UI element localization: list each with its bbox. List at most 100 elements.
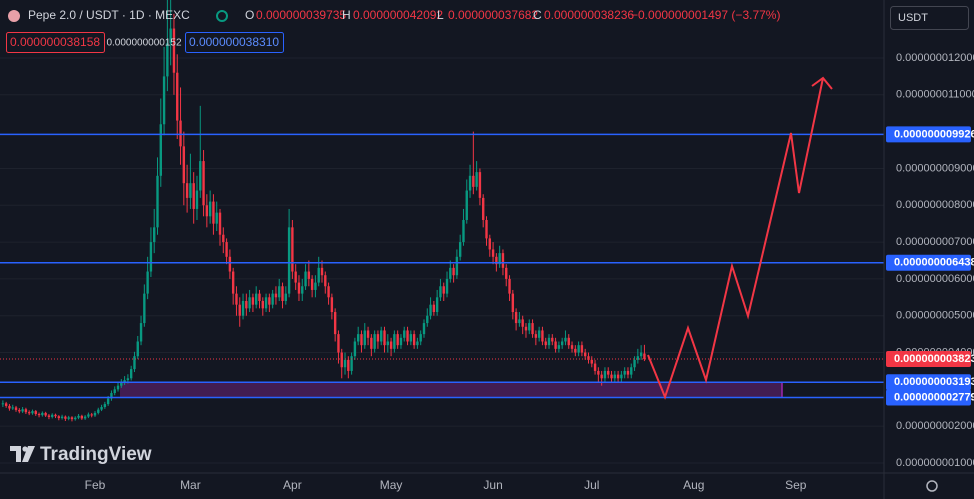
- candle-body: [353, 341, 357, 357]
- ohlc-key: O: [245, 8, 254, 22]
- candle-body: [593, 363, 597, 371]
- candle-body: [205, 205, 209, 217]
- ohlc-key: C: [533, 8, 542, 22]
- candle-body: [83, 416, 87, 419]
- candle-body: [567, 337, 570, 346]
- candle-body: [159, 124, 162, 176]
- candle-body: [501, 253, 505, 268]
- candle-body: [11, 407, 14, 409]
- candle-body: [449, 267, 452, 279]
- candle-body: [610, 374, 613, 379]
- candle-body: [41, 412, 44, 416]
- candle-body: [235, 293, 238, 305]
- candle-body: [620, 374, 623, 379]
- candle-body: [380, 330, 383, 342]
- candle-body: [333, 312, 337, 335]
- candle-body: [271, 293, 274, 305]
- x-tick-label: Aug: [683, 478, 704, 492]
- candle-body: [373, 334, 376, 349]
- buy-price[interactable]: 0.000000038310: [189, 35, 279, 49]
- candle-body: [574, 348, 577, 353]
- currency-select[interactable]: [890, 6, 969, 30]
- candle-body: [120, 381, 123, 386]
- candle-body: [44, 412, 47, 416]
- candle-body: [47, 415, 51, 417]
- candle-body: [363, 330, 366, 346]
- candle-body: [399, 337, 403, 346]
- candle-body: [505, 267, 508, 279]
- candle-body: [97, 409, 100, 413]
- y-tick-label: 0.0000000020000: [896, 420, 974, 432]
- candle-body: [218, 212, 222, 235]
- projection-arrow: [647, 76, 833, 400]
- candle-body: [4, 403, 8, 406]
- candle-body: [445, 278, 449, 294]
- candle-body: [439, 286, 442, 298]
- candle-body: [116, 385, 120, 390]
- y-tick-label: 0.0000000010000: [896, 457, 974, 469]
- candle-body: [537, 330, 541, 338]
- sell-button[interactable]: [6, 32, 105, 53]
- level-label: 0.0000000027792: [894, 391, 974, 403]
- candle-body: [21, 409, 24, 412]
- candle-body: [570, 345, 574, 349]
- y-tick-label: 0.0000000050000: [896, 310, 974, 322]
- logo-mark: [10, 446, 21, 462]
- candle-body: [176, 72, 179, 121]
- candle-body: [123, 380, 126, 382]
- candle-body: [590, 359, 593, 364]
- candle-body: [129, 369, 133, 379]
- candle-body: [179, 120, 182, 147]
- candle-body: [255, 293, 258, 305]
- candle-body: [462, 219, 465, 243]
- candle-body: [495, 256, 498, 265]
- candle-body: [498, 253, 501, 265]
- buy-button[interactable]: [185, 32, 284, 53]
- candle-body: [347, 359, 350, 371]
- candle-body: [314, 282, 317, 290]
- candle-body: [324, 275, 327, 287]
- candle-body: [551, 337, 554, 342]
- candle-body: [264, 297, 268, 309]
- candle-body: [386, 341, 389, 346]
- candle-body: [172, 28, 176, 73]
- candle-body: [24, 409, 28, 413]
- x-tick-label: Apr: [283, 478, 302, 492]
- arrow-head: [811, 76, 833, 90]
- symbol-icon: [8, 10, 20, 22]
- candle-body: [327, 286, 330, 298]
- candle-body: [482, 197, 485, 220]
- candle-body: [8, 405, 11, 409]
- x-tick-label: May: [380, 478, 403, 492]
- candle-body: [452, 267, 455, 276]
- candle-body: [162, 76, 166, 125]
- candle-body: [166, 43, 169, 77]
- candle-body: [222, 234, 225, 243]
- x-tick-label: Mar: [180, 478, 201, 492]
- candle-body: [93, 412, 97, 416]
- level-label: 0.0000000099261: [894, 128, 974, 140]
- x-tick-label: Jun: [483, 478, 502, 492]
- settings-icon[interactable]: [926, 480, 938, 492]
- logo: TradingView: [10, 444, 152, 465]
- candle-body: [370, 337, 373, 349]
- sell-price[interactable]: 0.000000038158: [10, 35, 100, 49]
- candle-body: [133, 356, 136, 370]
- candle-body: [488, 238, 491, 250]
- candle-body: [412, 334, 416, 346]
- candle-body: [1, 403, 5, 405]
- candle-body: [212, 201, 215, 224]
- candle-body: [458, 242, 462, 257]
- candle-body: [607, 370, 610, 375]
- y-tick-label: 0.0000000080000: [896, 199, 974, 211]
- candle-body: [294, 271, 297, 283]
- currency[interactable]: USDT: [898, 12, 928, 24]
- candle-body: [87, 414, 90, 417]
- level-label-bg: [886, 254, 971, 271]
- candle-body: [149, 242, 153, 272]
- candle-body: [616, 374, 620, 379]
- candle-body: [389, 341, 393, 349]
- candle-body: [564, 337, 567, 342]
- ohlc-value: 0.000000037682: [448, 8, 538, 22]
